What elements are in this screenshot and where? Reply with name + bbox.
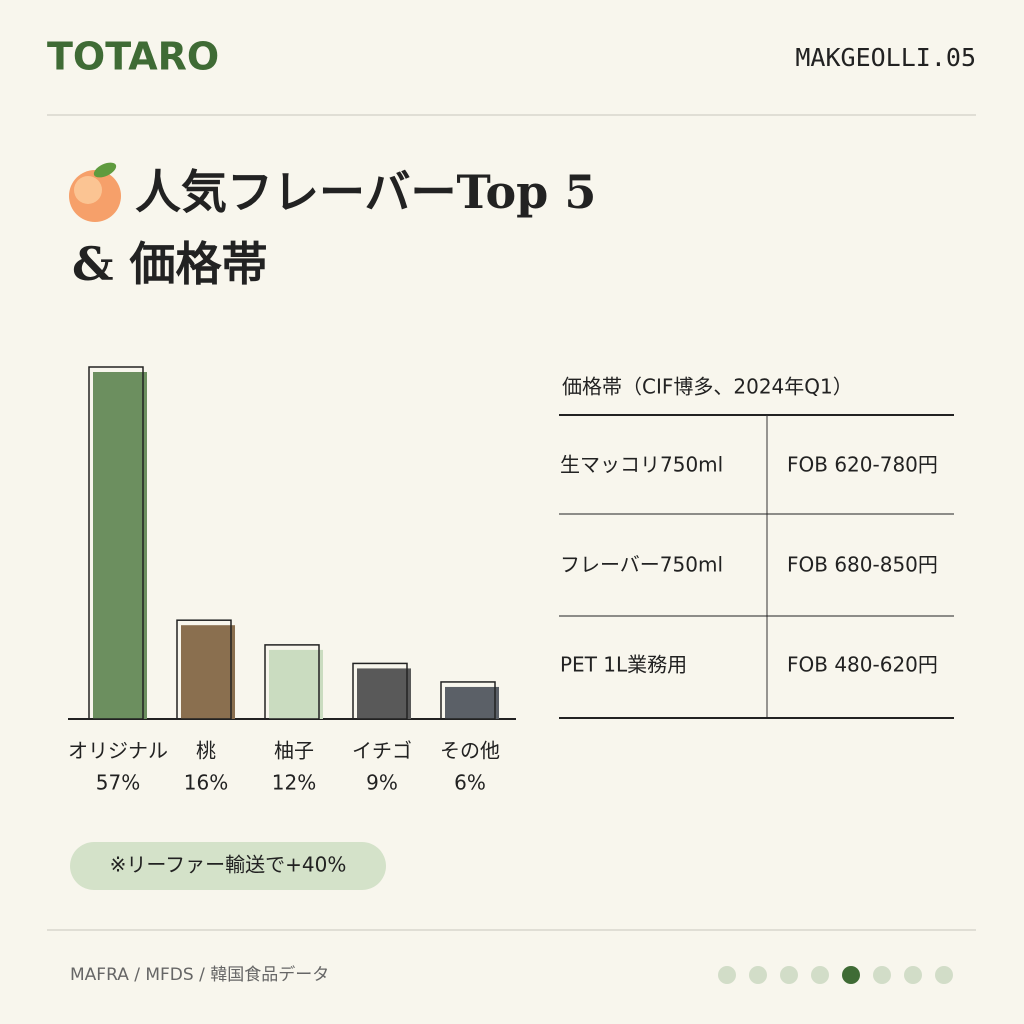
table-cell: FOB 680-850円 [787, 553, 938, 577]
table-title: 価格帯（CIF博多、2024年Q1） [562, 375, 853, 399]
value-label: 16% [184, 771, 228, 795]
bar-outline [352, 662, 408, 720]
category-label: 柚子 [274, 739, 314, 763]
bar [93, 372, 147, 719]
source: MAFRA / MFDS / 韓国食品データ [70, 964, 329, 985]
category-label: 桃 [196, 739, 216, 763]
bar-outline [176, 619, 232, 720]
category-label: その他 [440, 739, 500, 763]
brand: TOTARO [47, 35, 219, 79]
table-cell: FOB 620-780円 [787, 453, 938, 477]
slide-code: MAKGEOLLI.05 [795, 43, 976, 72]
table-cell: フレーバー750ml [560, 553, 723, 577]
title-line: 人気フレーバーTop 5 [135, 165, 596, 219]
bar [357, 668, 411, 719]
table-cell: PET 1L業務用 [560, 653, 687, 677]
value-label: 6% [454, 771, 486, 795]
bar [445, 686, 499, 719]
note: ※リーファー輸送で+40% [110, 853, 347, 877]
category-label: イチゴ [352, 739, 412, 763]
value-label: 9% [366, 771, 398, 795]
table-cell: FOB 480-620円 [787, 653, 938, 677]
peach-icon [69, 162, 121, 222]
bar-outline [88, 366, 144, 720]
note-pill [70, 842, 386, 890]
table-cell: 生マッコリ750ml [560, 453, 723, 477]
value-label: 57% [96, 771, 140, 795]
pagination [718, 966, 953, 984]
category-label: オリジナル [68, 739, 168, 763]
bar-outline [264, 644, 320, 720]
bar-outline [440, 681, 496, 720]
bar [181, 625, 235, 719]
value-label: 12% [272, 771, 316, 795]
bar [269, 649, 323, 719]
title-line: & 価格帯 [72, 237, 268, 291]
